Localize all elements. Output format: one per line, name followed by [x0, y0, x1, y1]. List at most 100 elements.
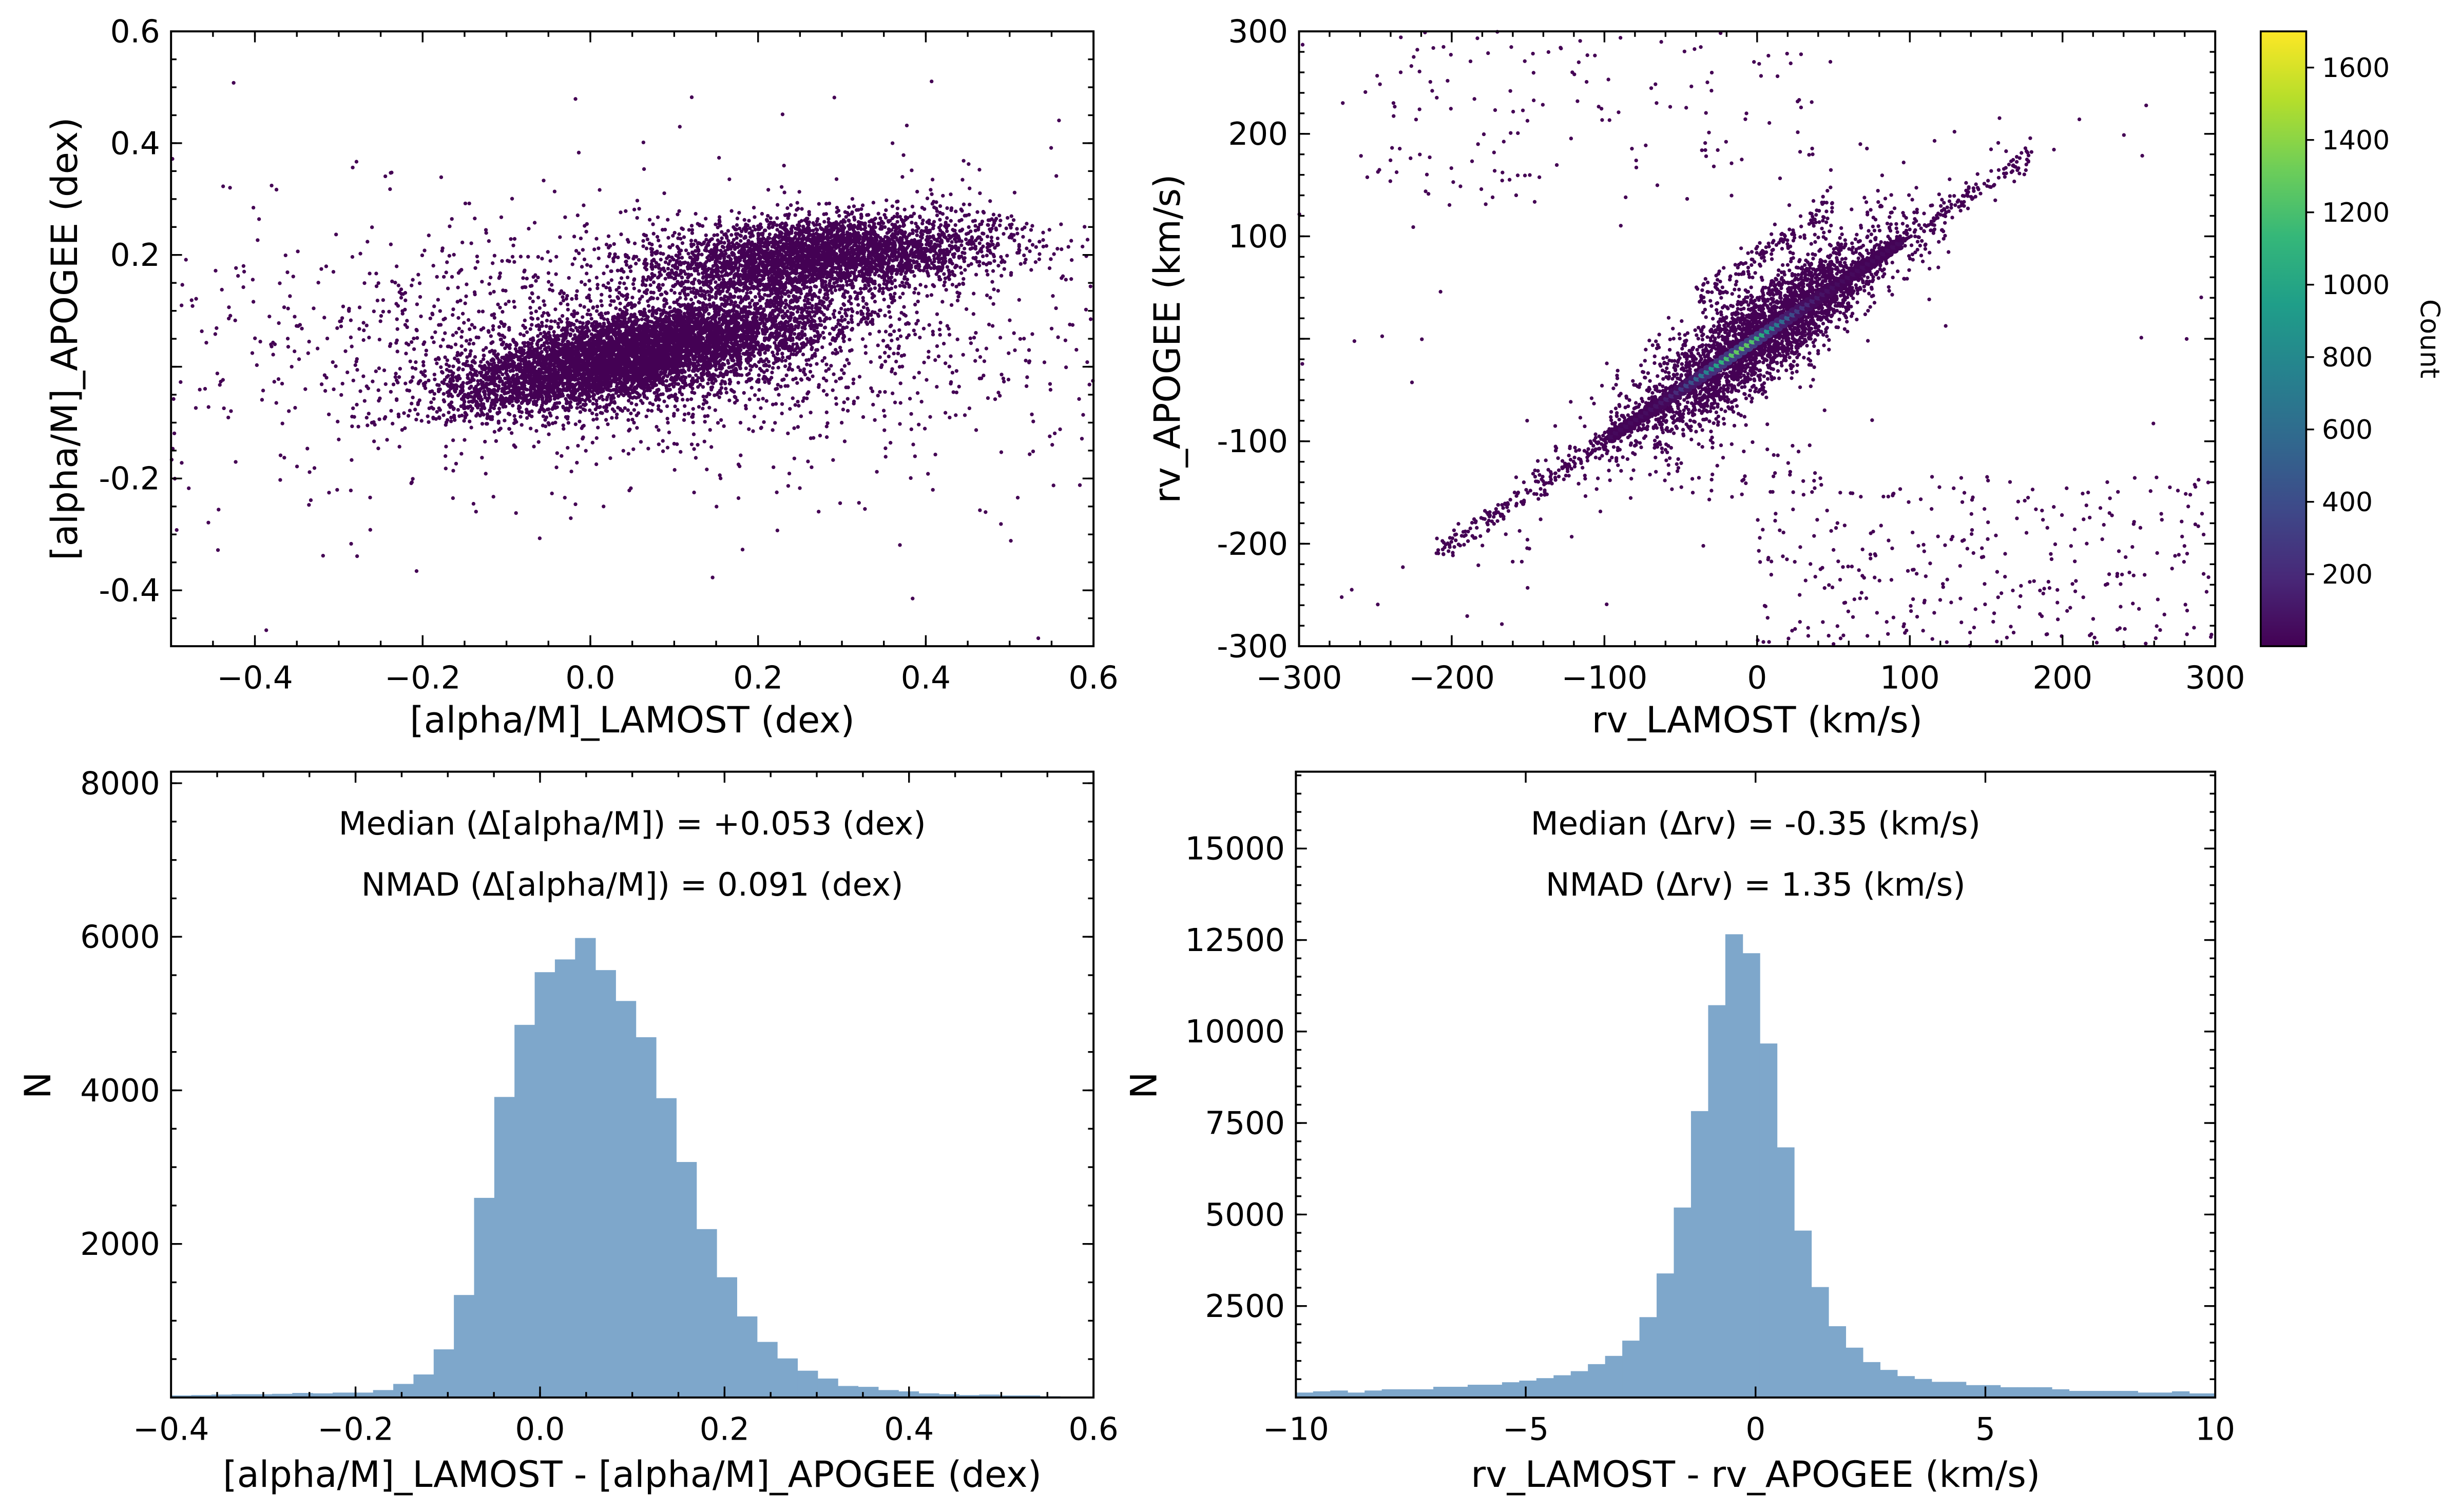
y-tick-label: -0.2	[99, 461, 160, 497]
histogram-bar	[1605, 1355, 1623, 1398]
x-tick-label: 200	[2032, 660, 2092, 696]
y-tick-label: 4000	[80, 1073, 160, 1109]
histogram-bar	[2051, 1389, 2070, 1398]
histogram-bar	[2034, 1387, 2052, 1398]
alpha-hist-ticks: −0.4 −0.2 0.0 0.2 0.4 0.6 2000 4000 6000 8000	[80, 765, 1118, 1447]
histogram-bar	[1485, 1385, 1503, 1398]
rv-scatter-xlabel: rv_LAMOST (km/s)	[1592, 699, 1923, 741]
colorbar-ticks: 200 400 600 800 1000 1200 1400 1600	[2306, 53, 2390, 590]
histogram-bar	[1811, 1287, 1829, 1398]
alpha-hist-bars	[171, 938, 1081, 1398]
histogram-bar	[413, 1374, 434, 1398]
y-tick-label: 7500	[1205, 1105, 1285, 1141]
colorbar: 200 400 600 800 1000 1200 1400 1600 Count	[2259, 30, 2445, 647]
x-tick-label: 100	[1880, 660, 1940, 696]
colorbar-tick-label: 1400	[2322, 125, 2390, 156]
colorbar-tick-label: 1600	[2322, 53, 2390, 84]
rv-scatter-panel: −300 −200 −100 0 100 200 300 -300 -200 -100 100 200…	[1146, 14, 2245, 742]
histogram-bar	[1313, 1391, 1331, 1398]
histogram-bar	[656, 1098, 677, 1398]
rv-hist-ylabel: N	[1123, 1072, 1165, 1099]
histogram-bar	[878, 1390, 899, 1398]
histogram-bar	[1794, 1230, 1812, 1398]
histogram-bar	[636, 1037, 657, 1398]
y-tick-label: 8000	[80, 765, 160, 802]
histogram-bar	[1364, 1390, 1382, 1398]
alpha-scatter-points	[169, 79, 1095, 641]
histogram-bar	[1862, 1362, 1880, 1398]
y-tick-label: -200	[1217, 526, 1288, 563]
histogram-bar	[2086, 1391, 2104, 1398]
hexbin-dense-cell	[1895, 244, 1904, 251]
histogram-bar	[333, 1392, 354, 1398]
colorbar-tick-label: 400	[2322, 487, 2373, 518]
histogram-bar	[696, 1229, 717, 1398]
histogram-bar	[1519, 1380, 1537, 1398]
x-tick-label: 0	[1745, 1411, 1765, 1447]
histogram-bar	[252, 1394, 273, 1398]
histogram-bar	[393, 1384, 414, 1398]
x-tick-label: 0.2	[733, 660, 783, 696]
rv-hist-panel: −10 −5 0 5 10 2500 5000 7500 10000 12500 15000 Med…	[1123, 770, 2235, 1496]
alpha-hist-median-annotation: Median (Δ[alpha/M]) = +0.053 (dex)	[339, 805, 926, 842]
histogram-bar	[1433, 1387, 1451, 1398]
histogram-bar	[1536, 1378, 1554, 1398]
histogram-bar	[797, 1370, 818, 1398]
rv-scatter-ticks: −300 −200 −100 0 100 200 300 -300 -200 -100 100 200…	[1217, 14, 2245, 696]
x-tick-label: −10	[1263, 1411, 1329, 1447]
histogram-bar	[534, 972, 555, 1398]
x-tick-label: −5	[1503, 1411, 1549, 1447]
y-tick-label: 100	[1228, 219, 1288, 255]
histogram-bar	[615, 1001, 637, 1398]
histogram-bar	[979, 1394, 1000, 1398]
y-tick-label: 0.4	[110, 125, 160, 162]
histogram-bar	[1296, 1392, 1314, 1398]
histogram-bar	[1570, 1371, 1589, 1398]
histogram-bar	[1777, 1147, 1795, 1398]
histogram-bar	[1897, 1376, 1915, 1398]
histogram-bar	[1399, 1389, 1417, 1398]
hexbin-dense-cell	[1895, 240, 1904, 247]
histogram-bar	[1966, 1385, 1984, 1398]
x-tick-label: −200	[1409, 660, 1495, 696]
histogram-bar	[1020, 1395, 1041, 1398]
histogram-bar	[2000, 1387, 2018, 1398]
histogram-bar	[676, 1162, 697, 1398]
histogram-bar	[1759, 1043, 1778, 1398]
x-tick-label: 0.0	[515, 1411, 565, 1447]
histogram-bar	[1725, 934, 1743, 1398]
axes-frame	[1295, 770, 2217, 1399]
histogram-bar	[2137, 1392, 2156, 1398]
histogram-bar	[2155, 1392, 2173, 1398]
alpha-scatter-ylabel: [alpha/M]_APOGEE (dex)	[44, 117, 86, 560]
x-tick-label: −0.4	[217, 660, 293, 696]
histogram-bar	[1708, 1005, 1726, 1398]
histogram-bar	[1828, 1326, 1847, 1398]
histogram-bar	[737, 1316, 758, 1398]
histogram-bar	[1330, 1390, 1348, 1398]
y-tick-label: 12500	[1185, 922, 1285, 959]
histogram-bar	[757, 1342, 778, 1398]
histogram-bar	[1467, 1385, 1486, 1398]
x-tick-label: −300	[1256, 660, 1342, 696]
rv-hist-nmad-annotation: NMAD (Δrv) = 1.35 (km/s)	[1546, 866, 1966, 903]
rv-hist-median-annotation: Median (Δrv) = -0.35 (km/s)	[1531, 805, 1981, 842]
alpha-scatter-panel: −0.4 −0.2 0.0 0.2 0.4 0.6 -0.4 -0.2 0.2 0.4 0.6 [a…	[44, 14, 1119, 742]
y-tick-label: 10000	[1185, 1014, 1285, 1050]
histogram-bar	[1381, 1389, 1400, 1398]
histogram-bar	[1657, 1273, 1675, 1398]
histogram-bar	[2206, 1393, 2216, 1398]
y-tick-label: -100	[1217, 423, 1288, 460]
scatter-points	[169, 79, 1095, 641]
histogram-bar	[1948, 1382, 1967, 1398]
y-tick-label: 0.2	[110, 237, 160, 274]
rv-hist-ticks: −10 −5 0 5 10 2500 5000 7500 10000 12500 15000	[1185, 770, 2235, 1447]
histogram-bar	[595, 970, 616, 1398]
x-tick-label: −100	[1561, 660, 1647, 696]
y-tick-label: 2000	[80, 1226, 160, 1263]
alpha-hist-panel: −0.4 −0.2 0.0 0.2 0.4 0.6 2000 4000 6000 8000 Med…	[17, 765, 1119, 1496]
histogram-bar	[1622, 1341, 1640, 1398]
histogram-bar	[817, 1378, 838, 1398]
y-tick-label: 2500	[1205, 1288, 1285, 1325]
histogram-bar	[433, 1349, 455, 1398]
